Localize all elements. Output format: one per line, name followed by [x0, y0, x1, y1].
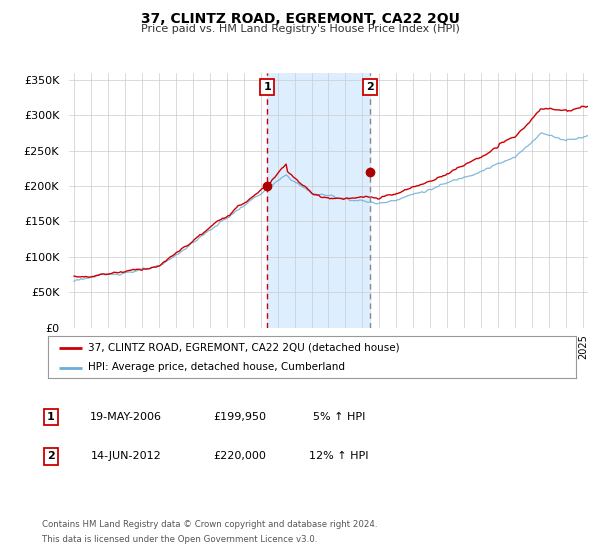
Text: 2: 2: [366, 82, 374, 92]
Text: £220,000: £220,000: [214, 451, 266, 461]
Text: 14-JUN-2012: 14-JUN-2012: [91, 451, 161, 461]
Text: £199,950: £199,950: [214, 412, 266, 422]
Text: 37, CLINTZ ROAD, EGREMONT, CA22 2QU: 37, CLINTZ ROAD, EGREMONT, CA22 2QU: [140, 12, 460, 26]
Text: This data is licensed under the Open Government Licence v3.0.: This data is licensed under the Open Gov…: [42, 535, 317, 544]
Text: HPI: Average price, detached house, Cumberland: HPI: Average price, detached house, Cumb…: [88, 362, 344, 372]
Bar: [267, 73, 370, 328]
Text: 19-MAY-2006: 19-MAY-2006: [90, 412, 162, 422]
Text: 12% ↑ HPI: 12% ↑ HPI: [309, 451, 369, 461]
Text: 1: 1: [47, 412, 55, 422]
Text: 2: 2: [47, 451, 55, 461]
Text: Contains HM Land Registry data © Crown copyright and database right 2024.: Contains HM Land Registry data © Crown c…: [42, 520, 377, 529]
Text: Price paid vs. HM Land Registry's House Price Index (HPI): Price paid vs. HM Land Registry's House …: [140, 24, 460, 34]
Text: 5% ↑ HPI: 5% ↑ HPI: [313, 412, 365, 422]
Text: 1: 1: [263, 82, 271, 92]
Text: 37, CLINTZ ROAD, EGREMONT, CA22 2QU (detached house): 37, CLINTZ ROAD, EGREMONT, CA22 2QU (det…: [88, 343, 399, 353]
